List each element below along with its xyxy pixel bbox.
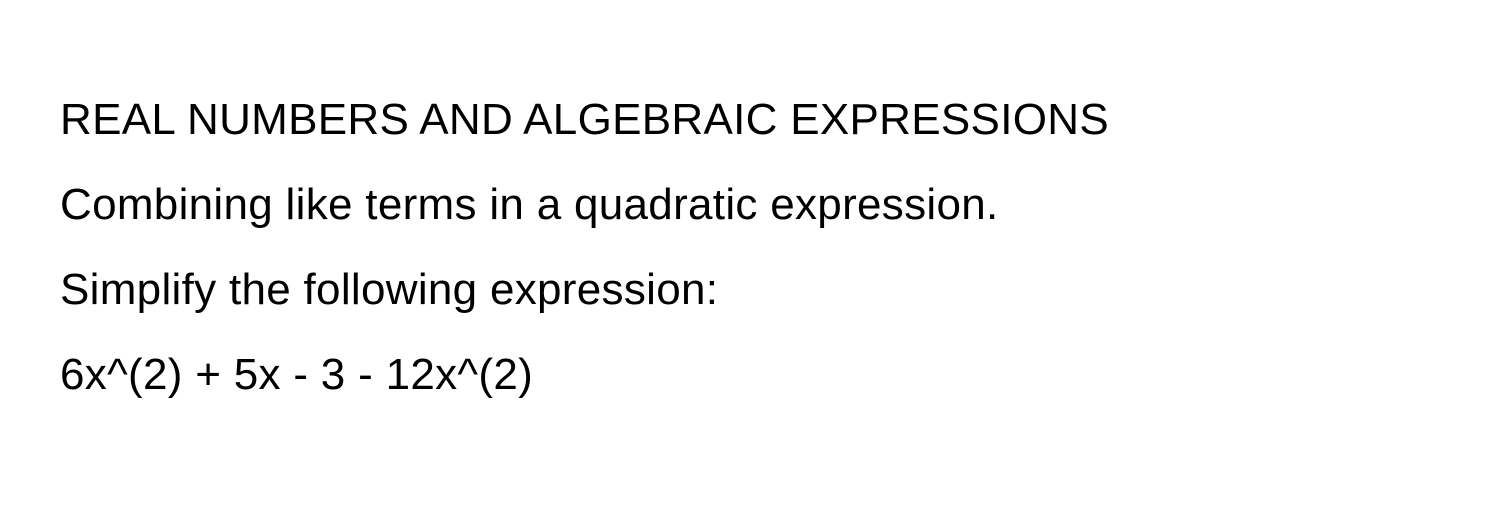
instruction-text: Simplify the following expression: (60, 265, 1440, 315)
math-expression: 6x^(2) + 5x - 3 - 12x^(2) (60, 350, 1440, 400)
topic-subtitle: Combining like terms in a quadratic expr… (60, 180, 1440, 230)
section-heading: REAL NUMBERS AND ALGEBRAIC EXPRESSIONS (60, 95, 1440, 145)
